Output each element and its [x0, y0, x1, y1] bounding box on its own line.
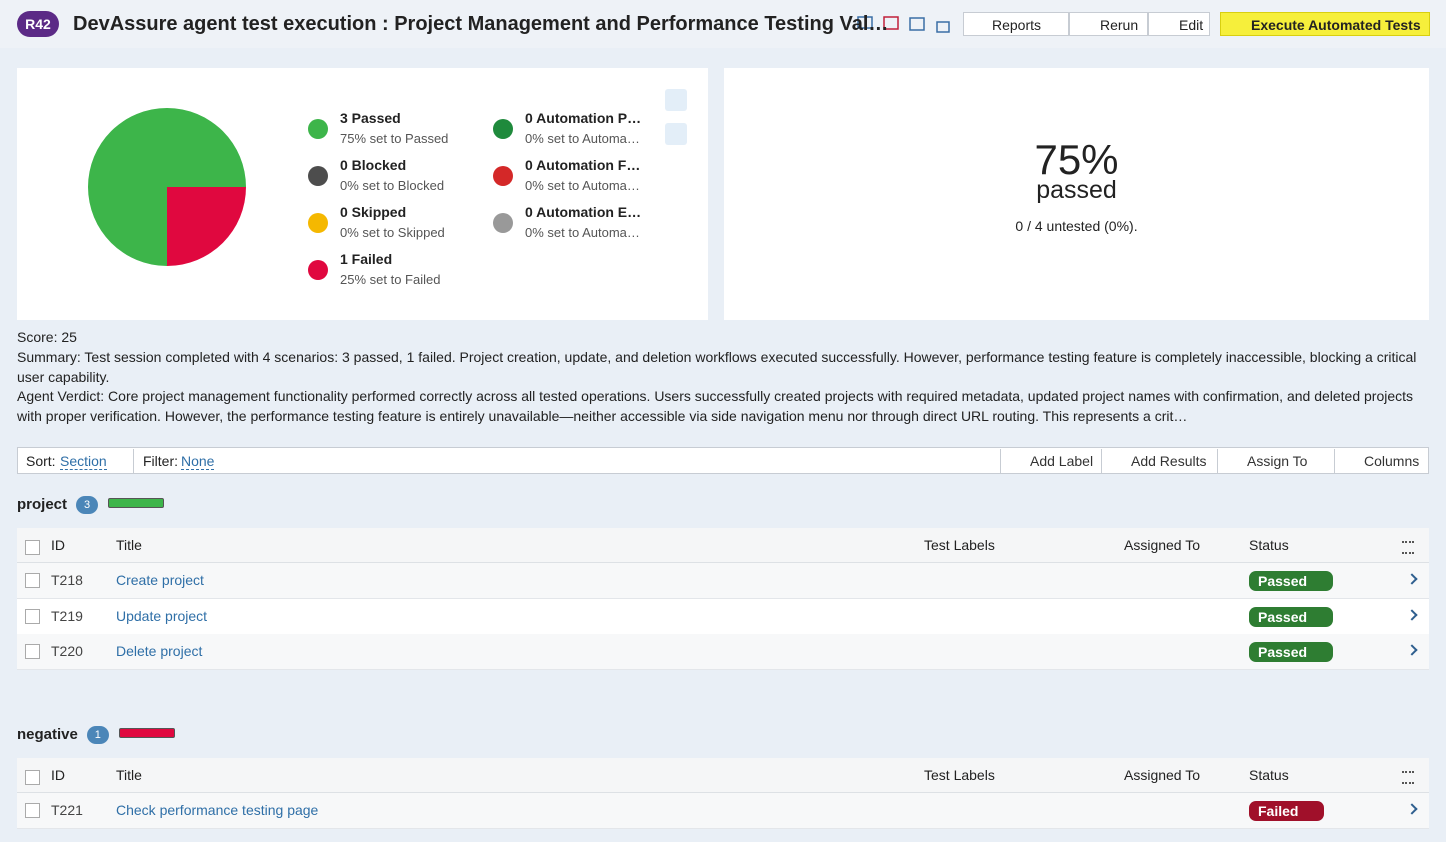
legend-dot: [308, 119, 328, 139]
toolbar-action[interactable]: Add Label: [1030, 453, 1094, 469]
legend-label: 0 Skipped: [340, 204, 407, 220]
legend-sub: 0% set to Automa…: [525, 178, 640, 193]
checkbox[interactable]: [25, 573, 40, 588]
toolbar: [17, 447, 1429, 474]
checkbox[interactable]: [25, 769, 40, 785]
column-icon[interactable]: [1402, 770, 1414, 784]
legend-sub: 0% set to Automa…: [525, 225, 640, 240]
status-pill[interactable]: Failed: [1249, 800, 1325, 821]
stats-card: [724, 68, 1429, 320]
legend-label: 1 Failed: [340, 251, 393, 267]
header-button[interactable]: Reports: [963, 12, 1069, 36]
legend-sub: 75% set to Passed: [340, 131, 449, 146]
section-name: project: [17, 496, 68, 513]
legend-sub: 0% set to Automa…: [525, 131, 640, 146]
sort-value[interactable]: Section: [60, 453, 107, 470]
header-button[interactable]: Edit: [1148, 12, 1210, 36]
legend-dot: [493, 119, 513, 139]
test-title[interactable]: Update project: [116, 607, 208, 624]
toolbar-action[interactable]: Columns: [1364, 453, 1420, 469]
checkbox[interactable]: [25, 608, 40, 624]
table-header: [17, 757, 1429, 793]
pass-label: passed: [1036, 176, 1117, 204]
pass-percent: 75%: [1034, 136, 1119, 183]
score: Score: 25: [17, 329, 77, 345]
untested: 0 / 4 untested (0%).: [1015, 218, 1138, 234]
toolbar-divider: [1334, 449, 1335, 473]
test-id: T219: [51, 607, 83, 624]
table-row: [17, 598, 1429, 635]
legend-dot: [493, 213, 513, 233]
summary-text: Agent Verdict: Core project management f…: [17, 388, 1414, 424]
pie-slice: [167, 187, 246, 266]
section-count: 1: [86, 725, 109, 744]
column-header: Status: [1249, 766, 1289, 783]
sort-label: Sort:: [26, 453, 56, 469]
checkbox[interactable]: [25, 802, 40, 818]
test-id: T220: [51, 643, 83, 659]
column-header: Status: [1249, 537, 1289, 553]
legend-label: 0 Blocked: [340, 157, 407, 173]
legend-label: 0 Automation F…: [525, 157, 641, 173]
toolbar-divider: [1217, 449, 1218, 473]
test-id: T218: [51, 572, 83, 588]
checkbox[interactable]: [25, 644, 40, 659]
section-count: 3: [76, 496, 99, 514]
table-header: [17, 528, 1429, 563]
checkbox[interactable]: [25, 540, 40, 555]
column-header: Assigned To: [1124, 537, 1201, 553]
column-header: Title: [116, 766, 142, 783]
run-title: DevAssure agent test execution : Project…: [73, 13, 889, 35]
legend-dot: [308, 166, 328, 186]
toolbar-divider: [133, 449, 134, 473]
legend-dot: [308, 213, 328, 233]
summary-text: Summary: Test session completed with 4 s…: [17, 349, 1417, 385]
legend-sub: 25% set to Failed: [340, 272, 441, 287]
column-header: Test Labels: [924, 766, 995, 783]
legend-label: 0 Automation E…: [525, 204, 642, 220]
run-badge: R42: [17, 11, 59, 37]
column-header: Assigned To: [1124, 766, 1201, 783]
test-title[interactable]: Delete project: [116, 643, 203, 659]
test-title[interactable]: Check performance testing page: [116, 801, 319, 818]
pie-chart: [88, 108, 246, 266]
test-id: T221: [51, 801, 83, 818]
legend-sub: 0% set to Skipped: [340, 225, 445, 240]
column-icon[interactable]: [1402, 541, 1414, 554]
legend-dot: [493, 166, 513, 186]
column-header: Test Labels: [924, 537, 995, 553]
toolbar-divider: [1000, 449, 1001, 473]
legend-sub: 0% set to Blocked: [340, 178, 445, 193]
legend-dot: [308, 260, 328, 280]
filter-value[interactable]: None: [181, 453, 215, 470]
test-title[interactable]: Create project: [116, 572, 204, 588]
header-icons[interactable]: [856, 14, 952, 34]
execute-button[interactable]: Execute Automated Tests: [1220, 12, 1430, 36]
column-header: ID: [51, 766, 65, 783]
filter-label: Filter:: [143, 453, 178, 469]
column-header: Title: [116, 537, 142, 553]
section-name: negative: [17, 725, 78, 743]
toolbar-action[interactable]: Assign To: [1247, 453, 1308, 469]
toolbar-divider: [1101, 449, 1102, 473]
table-row: [17, 792, 1429, 829]
table-row: [17, 634, 1429, 670]
legend-label: 0 Automation P…: [525, 110, 642, 126]
header-button[interactable]: Rerun: [1069, 12, 1148, 36]
table-row: [17, 563, 1429, 599]
status-pill[interactable]: Passed: [1249, 606, 1334, 627]
export-icons[interactable]: [664, 88, 690, 148]
section-bar: [118, 727, 175, 738]
section-bar: [108, 498, 165, 508]
status-pill[interactable]: Passed: [1249, 642, 1334, 662]
legend-label: 3 Passed: [340, 110, 401, 126]
column-header: ID: [51, 537, 65, 553]
status-pill[interactable]: Passed: [1249, 571, 1334, 591]
toolbar-action[interactable]: Add Results: [1131, 453, 1207, 469]
